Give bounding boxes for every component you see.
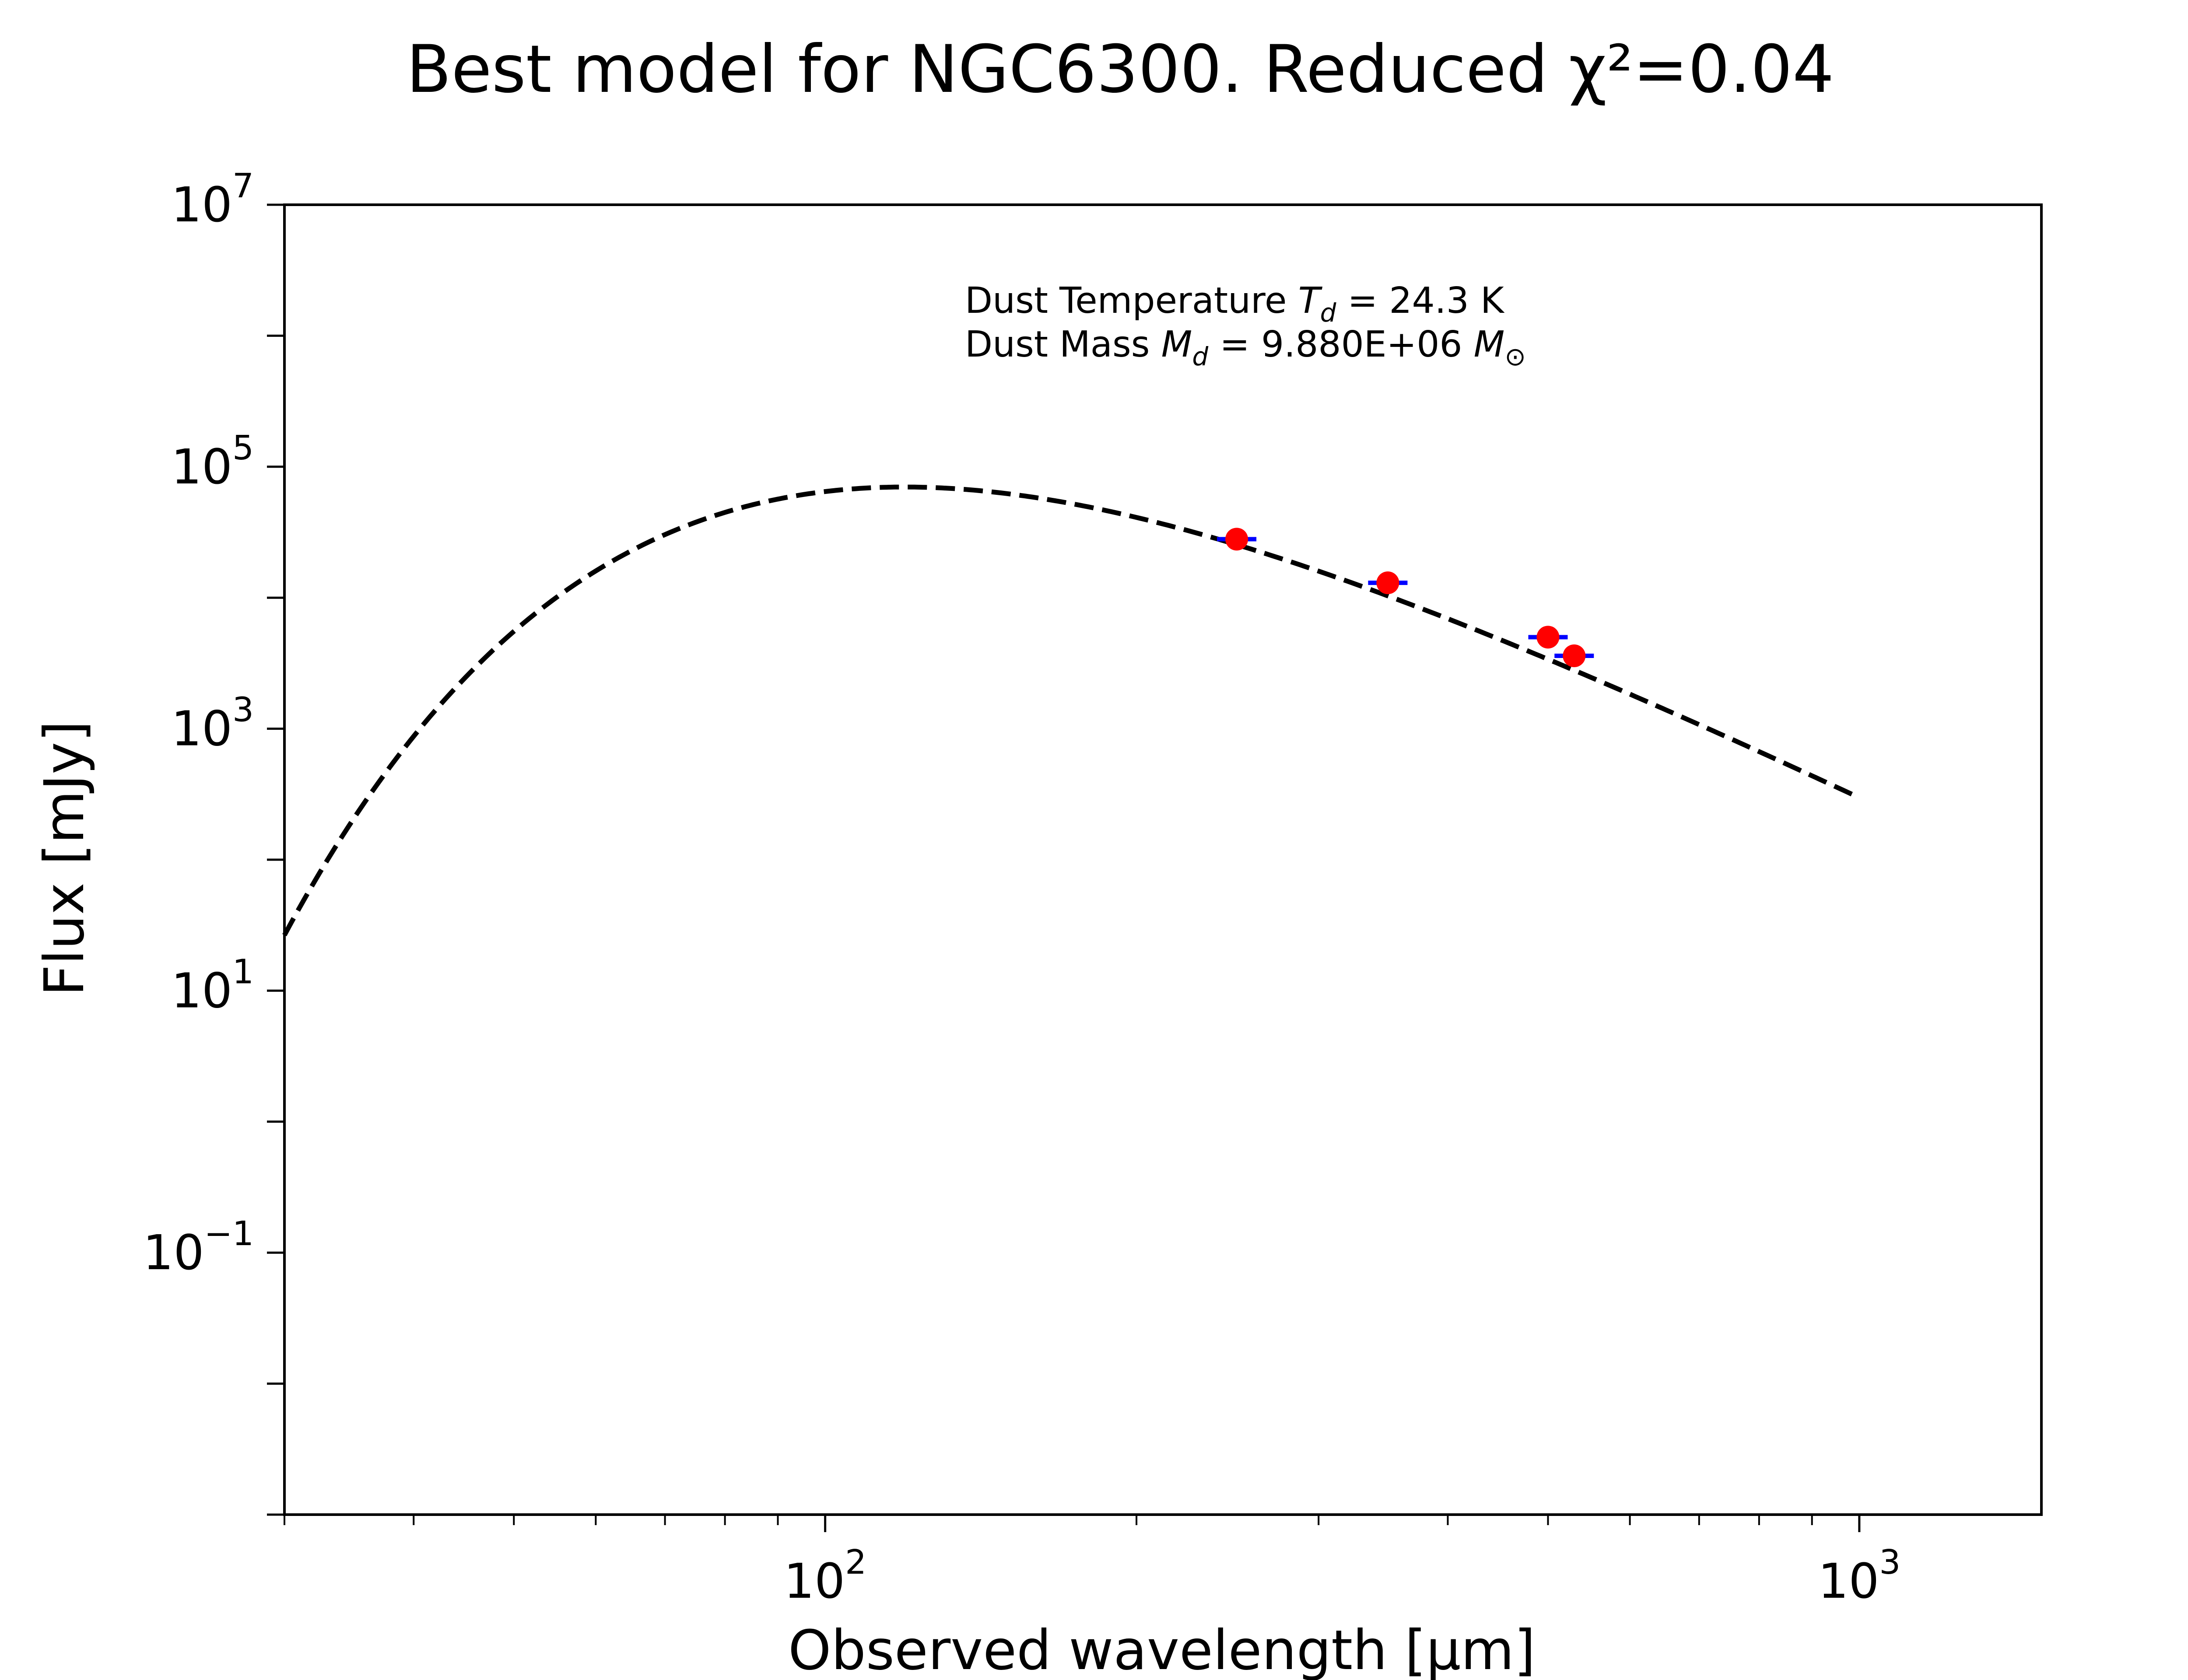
- x-tick-label: 103: [1818, 1543, 1900, 1609]
- y-tick-label: 101: [171, 952, 254, 1018]
- plot-area: 102 103 10−1 101 103 105 107: [143, 167, 2043, 1609]
- y-tick-label: 107: [171, 167, 254, 233]
- data-point: [1376, 571, 1399, 595]
- y-axis-label: Flux [mJy]: [33, 721, 96, 996]
- annotation-temperature: Dust Temperature Td = 24.3 K: [965, 280, 1505, 328]
- y-tick-label: 10−1: [143, 1214, 254, 1281]
- y-tick-label: 105: [171, 429, 254, 495]
- x-axis-label: Observed wavelength [μm]: [788, 1619, 1536, 1680]
- x-tick-label: 102: [784, 1543, 866, 1609]
- annotation-mass: Dust Mass Md = 9.880E+06 M⊙: [965, 324, 1526, 371]
- annotation-box: Dust Temperature Td = 24.3 K Dust Mass M…: [965, 280, 1526, 371]
- model-curve: [282, 484, 1861, 937]
- chart-title: Best model for NGC6300. Reduced χ²=0.04: [407, 32, 1834, 108]
- data-point: [1225, 528, 1248, 551]
- data-point: [1563, 644, 1586, 668]
- data-point: [1536, 626, 1560, 649]
- y-tick-label: 103: [171, 691, 254, 757]
